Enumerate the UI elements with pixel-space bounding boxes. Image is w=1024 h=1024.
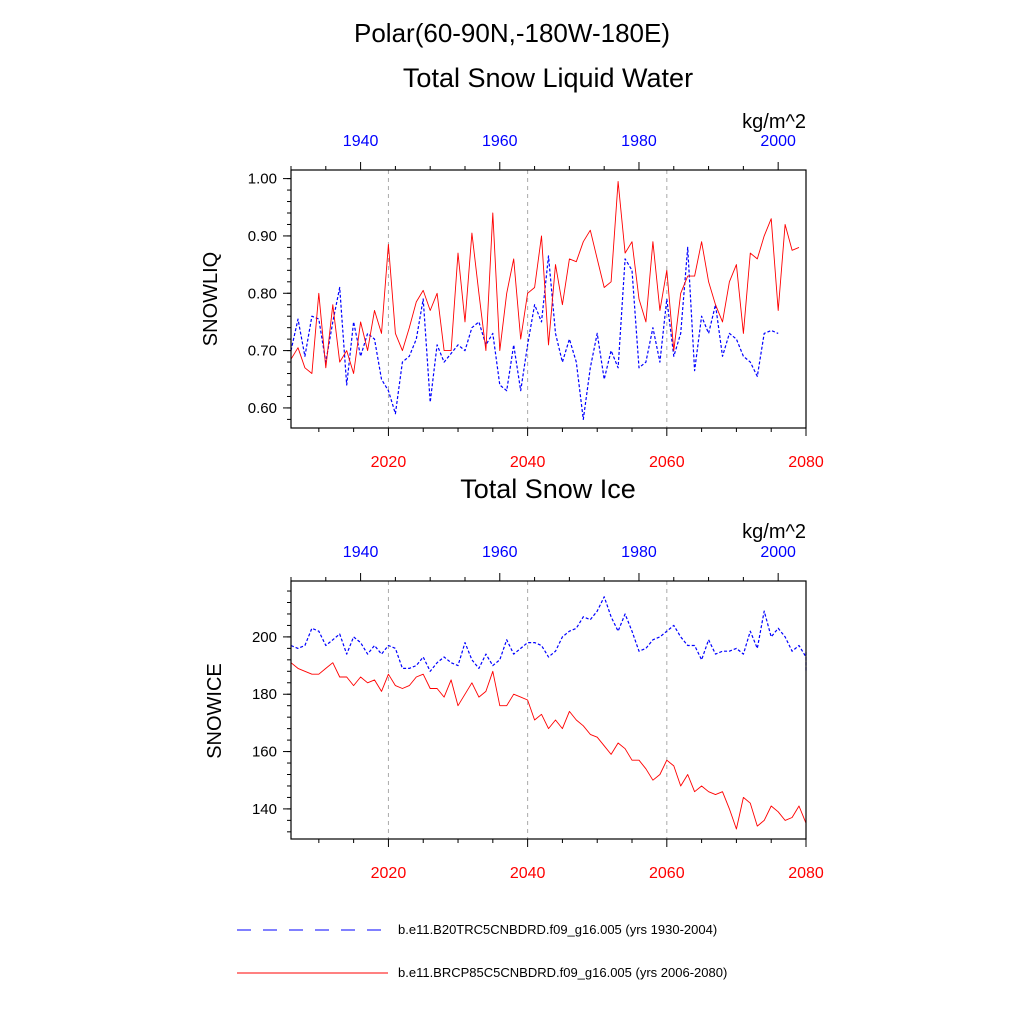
tick-labels-snowliq: 0.60 0.70 0.80 0.90 1.00 2020 2040 2060 2080 1940… <box>248 133 824 471</box>
axes-snowice <box>283 573 807 847</box>
x-top-tick-label: 1980 <box>621 133 657 150</box>
y-tick-label: 200 <box>252 629 277 646</box>
panel-snowice: Total Snow Ice kg/m^2 SNOWICE 140 160 180 2… <box>204 474 824 882</box>
series-line-rcp85 <box>290 662 807 830</box>
x-top-tick-label: 1960 <box>482 133 518 150</box>
y-tick-label: 140 <box>252 801 277 818</box>
y-tick-label: 0.60 <box>248 400 277 417</box>
gridlines-snowice <box>387 581 668 839</box>
y-axis-label-snowliq: SNOWLIQ <box>200 252 222 346</box>
x-bottom-tick-label: 2080 <box>788 454 824 471</box>
x-bottom-tick-label: 2080 <box>788 865 824 882</box>
y-tick-label: 180 <box>252 686 277 703</box>
series-snowice <box>290 596 807 830</box>
y-tick-label: 0.90 <box>248 228 277 245</box>
series-snowliq <box>290 181 800 420</box>
y-tick-label: 160 <box>252 744 277 761</box>
plot-frame-snowice <box>290 580 807 840</box>
series-line-historical <box>290 246 779 420</box>
legend-label-rcp85: b.e11.BRCP85C5CNBDRD.f09_g16.005 (yrs 20… <box>398 965 727 980</box>
panel-snowliq: Total Snow Liquid Water kg/m^2 SNOWLIQ 0… <box>200 63 824 471</box>
x-top-tick-label: 2000 <box>760 133 796 150</box>
legend: b.e11.B20TRC5CNBDRD.f09_g16.005 (yrs 193… <box>237 922 727 980</box>
x-top-tick-label: 1960 <box>482 544 518 561</box>
x-bottom-tick-label: 2020 <box>371 454 407 471</box>
x-bottom-tick-label: 2060 <box>649 454 685 471</box>
series-line-historical <box>290 596 807 672</box>
x-bottom-tick-label: 2040 <box>510 865 546 882</box>
x-top-tick-label: 2000 <box>760 544 796 561</box>
legend-label-historical: b.e11.B20TRC5CNBDRD.f09_g16.005 (yrs 193… <box>398 922 717 937</box>
y-tick-label: 1.00 <box>248 171 277 188</box>
x-bottom-tick-label: 2040 <box>510 454 546 471</box>
y-tick-label: 0.70 <box>248 343 277 360</box>
plot-frame-snowliq <box>290 169 807 429</box>
x-top-tick-label: 1980 <box>621 544 657 561</box>
units-label-snowice: kg/m^2 <box>742 521 806 543</box>
panel-title-snowliq: Total Snow Liquid Water <box>403 63 693 93</box>
x-bottom-tick-label: 2060 <box>649 865 685 882</box>
axes-snowliq <box>283 162 807 436</box>
x-bottom-tick-label: 2020 <box>371 865 407 882</box>
region-title: Polar(60-90N,-180W-180E) <box>354 18 670 48</box>
x-top-tick-label: 1940 <box>343 544 379 561</box>
y-axis-label-snowice: SNOWICE <box>204 663 226 759</box>
units-label-snowliq: kg/m^2 <box>742 111 806 133</box>
series-line-rcp85 <box>290 181 800 374</box>
y-tick-label: 0.80 <box>248 285 277 302</box>
x-top-tick-label: 1940 <box>343 133 379 150</box>
panel-title-snowice: Total Snow Ice <box>460 474 636 504</box>
gridlines-snowliq <box>387 170 668 428</box>
tick-labels-snowice: 140 160 180 200 2020 2040 2060 2080 1940 1960 1980… <box>252 544 824 882</box>
